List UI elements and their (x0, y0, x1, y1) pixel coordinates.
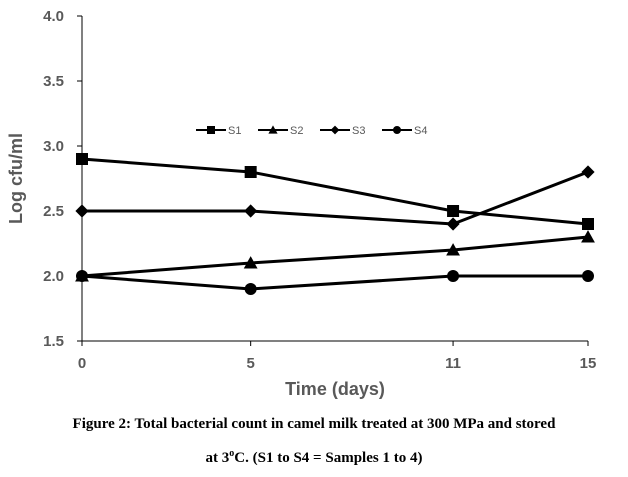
legend-marker (207, 126, 215, 134)
data-point-s1 (447, 205, 460, 217)
y-tick-label: 2.0 (43, 268, 64, 285)
data-point-s2 (446, 243, 460, 256)
x-tick-label: 15 (580, 355, 597, 372)
legend-label: S3 (352, 125, 365, 137)
legend-label: S2 (290, 125, 303, 137)
legend-label: S1 (228, 125, 241, 137)
data-point-s2 (243, 256, 258, 269)
series-line-s1 (81, 157, 589, 226)
series-s1 (76, 153, 594, 230)
legend-marker (393, 126, 401, 134)
y-tick-label: 1.5 (43, 333, 64, 350)
y-tick-label: 4.0 (43, 8, 64, 25)
legend-marker (330, 125, 340, 135)
figure-caption-line-1: Figure 2: Total bacterial count in camel… (72, 416, 556, 432)
y-tick-label: 2.5 (43, 203, 64, 220)
data-point-s2 (581, 230, 595, 243)
series-s4 (76, 270, 594, 295)
series-line-s2 (81, 235, 589, 278)
data-point-s4 (447, 270, 460, 282)
legend: S1 S2 S3 S4 (196, 125, 427, 137)
data-point-s4 (582, 270, 594, 282)
x-tick-label: 0 (78, 355, 86, 372)
series-s2 (75, 230, 595, 282)
y-tick-label: 3.5 (43, 73, 64, 90)
data-point-s4 (76, 270, 88, 282)
data-point-s1 (582, 218, 594, 230)
series-line-s3 (82, 170, 589, 226)
caption-degree-sup: o (229, 448, 235, 459)
data-point-s4 (244, 283, 257, 295)
line-chart: 1.5 2.0 2.5 3.0 3.5 4.0 0 5 11 15 Time (days) Log c… (6, 8, 596, 399)
y-axis-title: Log cfu/ml (6, 133, 26, 224)
legend-item-s3: S3 (320, 125, 365, 137)
axes: 1.5 2.0 2.5 3.0 3.5 4.0 0 5 11 15 Time (days) Log c… (6, 8, 596, 399)
x-axis-title: Time (days) (285, 379, 385, 399)
data-point-s3 (581, 165, 595, 179)
legend-item-s1: S1 (196, 125, 241, 137)
y-tick-label: 3.0 (43, 138, 64, 155)
figure-caption-line-2: at 3oC. (S1 to S4 = Samples 1 to 4) (0, 440, 628, 472)
caption-line2-suffix: C. (S1 to S4 = Samples 1 to 4) (234, 450, 423, 466)
x-tick-label: 11 (445, 355, 461, 372)
series-line-s4 (81, 274, 588, 291)
data-point-s1 (76, 153, 88, 165)
caption-line2-prefix: at 3 (205, 450, 230, 466)
legend-item-s4: S4 (382, 125, 427, 137)
legend-item-s2: S2 (258, 125, 303, 137)
series-layer (75, 153, 595, 295)
data-point-s1 (244, 166, 257, 178)
series-s3 (75, 165, 595, 231)
data-point-s3 (75, 204, 89, 218)
legend-marker (268, 125, 278, 134)
x-tick-label: 5 (246, 355, 254, 372)
data-point-s3 (244, 204, 258, 218)
data-point-s3 (446, 217, 460, 231)
legend-label: S4 (414, 125, 427, 137)
